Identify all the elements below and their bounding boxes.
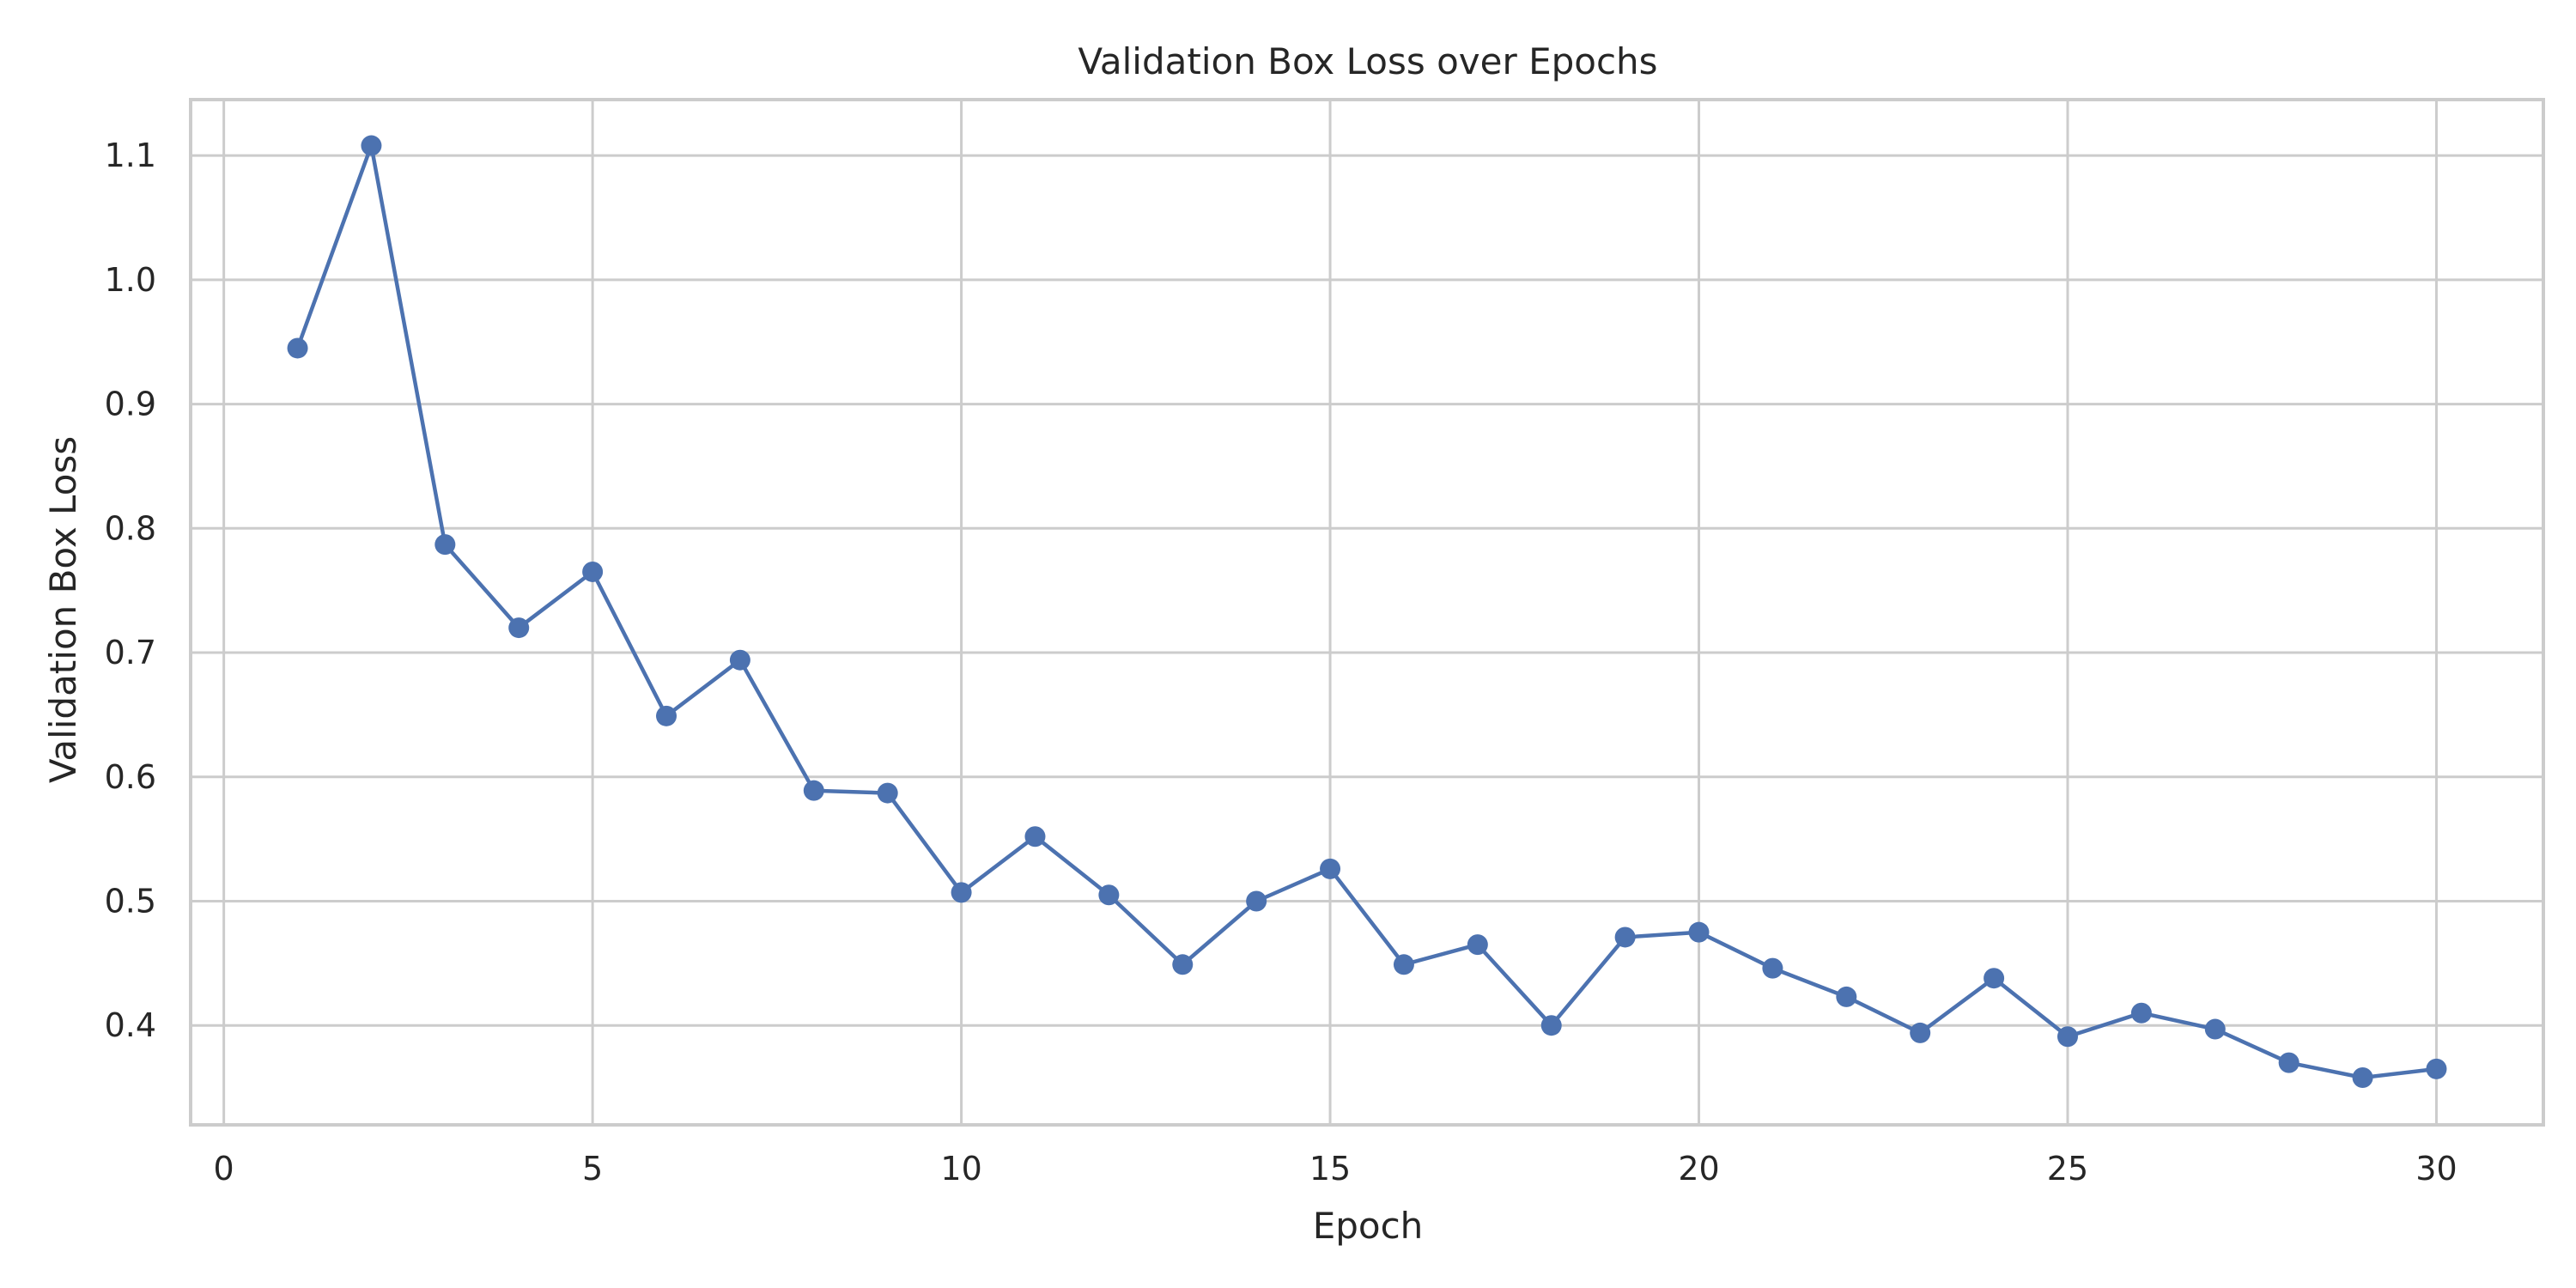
x-tick-label: 10	[940, 1150, 981, 1188]
data-point	[2352, 1067, 2373, 1089]
data-point	[803, 780, 824, 801]
data-point	[1614, 927, 1636, 948]
data-point	[1467, 934, 1488, 956]
data-point	[287, 337, 308, 359]
data-point	[1688, 921, 1710, 943]
y-tick-label: 0.8	[105, 509, 156, 547]
data-point	[2057, 1026, 2078, 1048]
x-tick-label: 0	[214, 1150, 234, 1188]
data-point	[582, 561, 604, 582]
x-tick-label: 5	[582, 1150, 603, 1188]
data-point	[951, 882, 972, 903]
plot-frame	[189, 98, 2545, 1127]
data-point	[1098, 884, 1120, 906]
x-tick-label: 25	[2047, 1150, 2088, 1188]
y-tick-label: 0.5	[105, 882, 156, 920]
data-point	[1172, 954, 1194, 975]
data-point	[1910, 1022, 1931, 1043]
y-tick-label: 0.9	[105, 386, 156, 423]
y-tick-label: 1.1	[105, 137, 156, 174]
data-point	[2426, 1058, 2447, 1079]
data-point	[2204, 1018, 2226, 1040]
x-tick-label: 30	[2415, 1150, 2457, 1188]
x-tick-label: 20	[1678, 1150, 1719, 1188]
y-tick-label: 0.7	[105, 634, 156, 671]
data-point	[1540, 1015, 1562, 1036]
data-point	[729, 649, 750, 671]
data-point	[2130, 1002, 2152, 1024]
y-tick-label: 1.0	[105, 261, 156, 299]
x-tick-label: 15	[1309, 1150, 1351, 1188]
data-point	[2278, 1052, 2300, 1073]
x-axis-label: Epoch	[1313, 1205, 1424, 1247]
data-point	[508, 617, 530, 639]
y-axis-label: Validation Box Loss	[42, 436, 84, 783]
tick-labels: 0 5 10 15 20 25 30 0.4 0.5 0.6 0.7 0.8 0.9 1.0 1.1	[105, 137, 2458, 1188]
data-point	[656, 705, 677, 726]
data-point	[1024, 826, 1046, 848]
y-tick-label: 0.6	[105, 758, 156, 796]
grid	[191, 100, 2543, 1125]
chart-title: Validation Box Loss over Epochs	[1078, 40, 1657, 82]
y-tick-label: 0.4	[105, 1006, 156, 1044]
data-point	[1246, 890, 1267, 912]
data-point	[1984, 968, 2005, 989]
data-point	[1320, 858, 1341, 879]
data-point	[434, 534, 456, 556]
data-point	[361, 135, 382, 156]
series-line	[295, 143, 2439, 1080]
data-point	[1836, 986, 1857, 1007]
data-point	[877, 782, 898, 804]
data-point	[1762, 957, 1783, 979]
series-layer	[287, 135, 2447, 1089]
data-point	[1393, 954, 1414, 975]
